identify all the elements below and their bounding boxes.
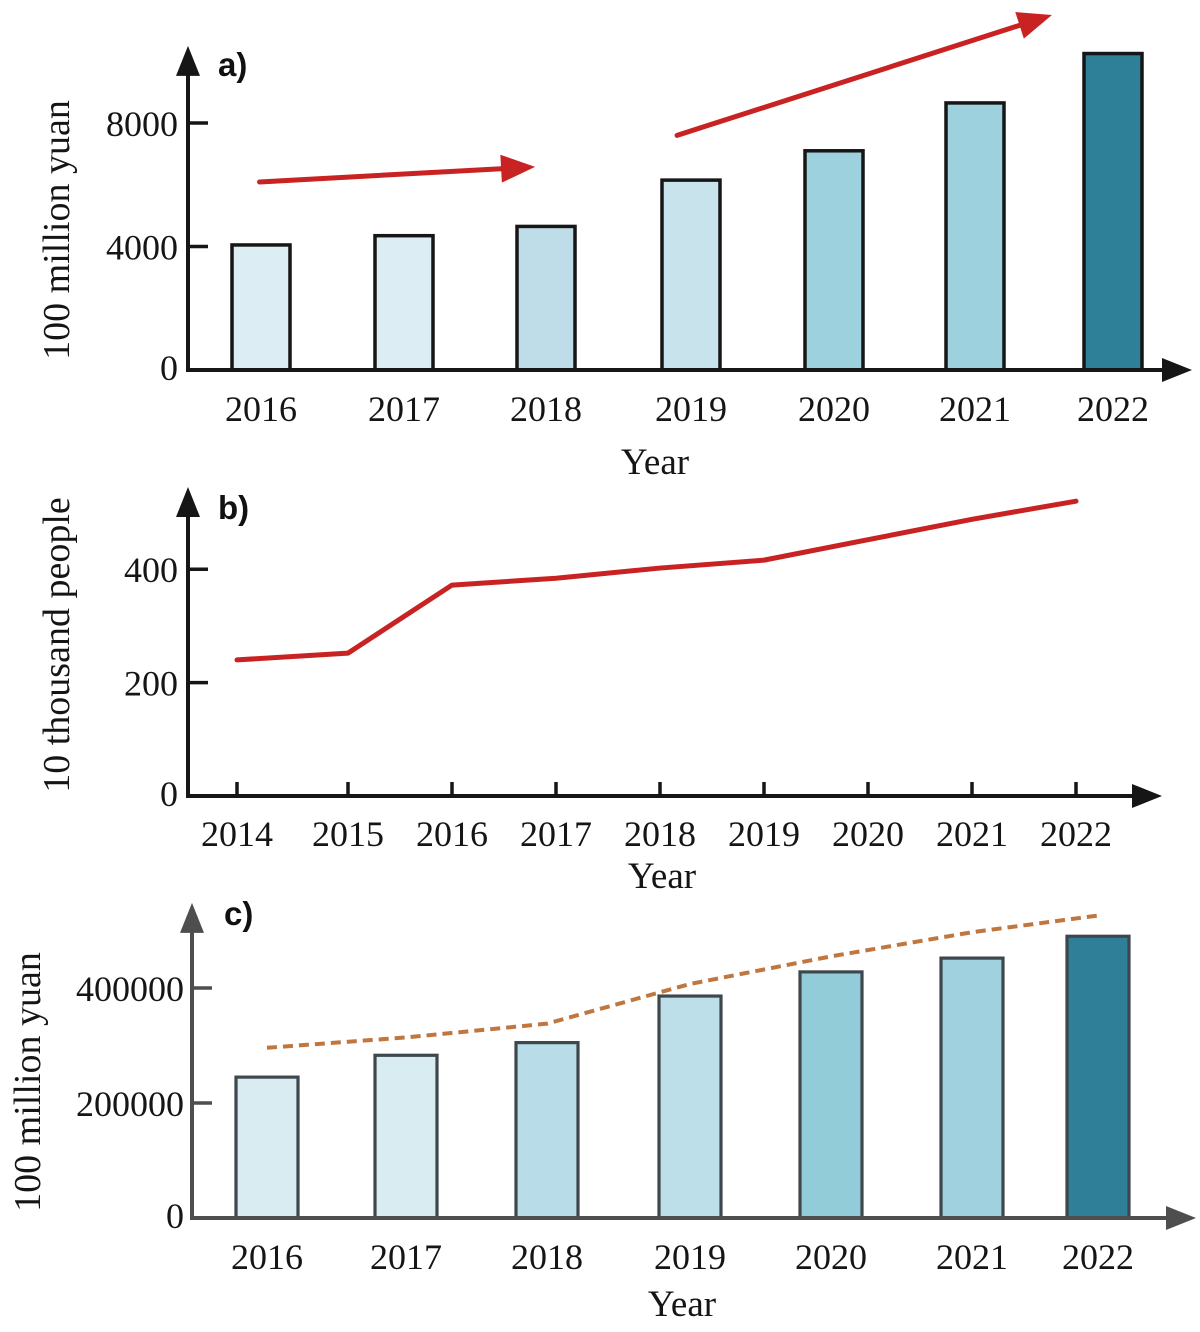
- red-trend-arrow-a-1: [257, 166, 504, 185]
- bar-c-2022: [1065, 934, 1131, 1220]
- bar-c-2020: [798, 970, 864, 1220]
- x-tick-label-c-2017: 2017: [370, 1237, 442, 1277]
- bar-c-2016: [234, 1075, 300, 1220]
- x-axis-title-c: Year: [647, 1284, 717, 1325]
- y-tick-label-b-200: 200: [124, 664, 178, 704]
- bar-a-2022: [1082, 51, 1144, 372]
- x-tick-label-a-2021: 2021: [939, 389, 1011, 429]
- y-tick-label-b-0: 0: [160, 774, 178, 814]
- y-axis-title-b: 10 thousand people: [36, 497, 78, 793]
- red-trend-arrow-a-1-head: [500, 154, 536, 183]
- bar-c-2021: [939, 956, 1005, 1220]
- y-tick-label-a-8000: 8000: [106, 104, 178, 144]
- y-tick-label-c-400000: 400000: [76, 969, 184, 1009]
- x-tick-label-a-2016: 2016: [225, 389, 297, 429]
- x-axis-arrow-b: [1132, 784, 1162, 808]
- data-line-b: [234, 498, 1079, 663]
- x-tick-label-b-2017: 2017: [520, 814, 592, 854]
- y-axis-title-a: 100 million yuan: [36, 100, 78, 360]
- red-trend-arrow-a-2: [674, 22, 1023, 138]
- x-axis-title-a: Year: [620, 442, 690, 483]
- panel-label-a: a): [218, 46, 248, 83]
- x-tick-label-c-2016: 2016: [231, 1237, 303, 1277]
- x-tick-label-c-2020: 2020: [795, 1237, 867, 1277]
- y-tick-label-a-0: 0: [160, 348, 178, 388]
- bar-c-2017: [373, 1053, 439, 1220]
- y-tick-label-c-200000: 200000: [76, 1084, 184, 1124]
- panel-label-b: b): [218, 489, 250, 526]
- x-axis-arrow-c: [1166, 1206, 1196, 1230]
- bar-a-2021: [944, 101, 1006, 372]
- bar-c-2018: [514, 1041, 580, 1220]
- x-tick-label-c-2021: 2021: [936, 1237, 1008, 1277]
- x-tick-label-b-2015: 2015: [312, 814, 384, 854]
- x-tick-label-b-2022: 2022: [1040, 814, 1112, 854]
- x-tick-label-b-2021: 2021: [936, 814, 1008, 854]
- bar-a-2019: [660, 178, 722, 372]
- x-tick-label-b-2016: 2016: [416, 814, 488, 854]
- y-tick-label-a-4000: 4000: [106, 228, 178, 268]
- panel-label-c: c): [224, 895, 254, 932]
- x-tick-label-c-2022: 2022: [1062, 1237, 1134, 1277]
- x-tick-label-b-2014: 2014: [201, 814, 273, 854]
- x-tick-label-c-2019: 2019: [654, 1237, 726, 1277]
- x-tick-label-a-2022: 2022: [1077, 389, 1149, 429]
- x-tick-label-b-2020: 2020: [832, 814, 904, 854]
- x-tick-label-a-2019: 2019: [655, 389, 727, 429]
- bar-c-2019: [657, 994, 723, 1220]
- red-trend-arrow-a-2-head: [1015, 12, 1052, 39]
- y-axis-title-c: 100 million yuan: [7, 952, 49, 1212]
- x-tick-label-c-2018: 2018: [511, 1237, 583, 1277]
- x-tick-label-a-2017: 2017: [368, 389, 440, 429]
- x-tick-label-b-2018: 2018: [624, 814, 696, 854]
- x-tick-label-a-2020: 2020: [798, 389, 870, 429]
- x-tick-label-a-2018: 2018: [510, 389, 582, 429]
- y-tick-label-c-0: 0: [166, 1196, 184, 1236]
- x-tick-label-b-2019: 2019: [728, 814, 800, 854]
- y-axis-arrow-c: [180, 902, 204, 933]
- y-axis-arrow-a: [176, 45, 200, 76]
- y-tick-label-b-400: 400: [124, 550, 178, 590]
- bar-a-2016: [230, 243, 292, 372]
- bar-a-2018: [515, 224, 577, 372]
- y-axis-arrow-b: [176, 486, 200, 517]
- bar-a-2017: [373, 233, 435, 372]
- x-axis-arrow-a: [1162, 358, 1192, 382]
- x-axis-title-b: Year: [627, 856, 697, 897]
- bar-a-2020: [803, 149, 865, 372]
